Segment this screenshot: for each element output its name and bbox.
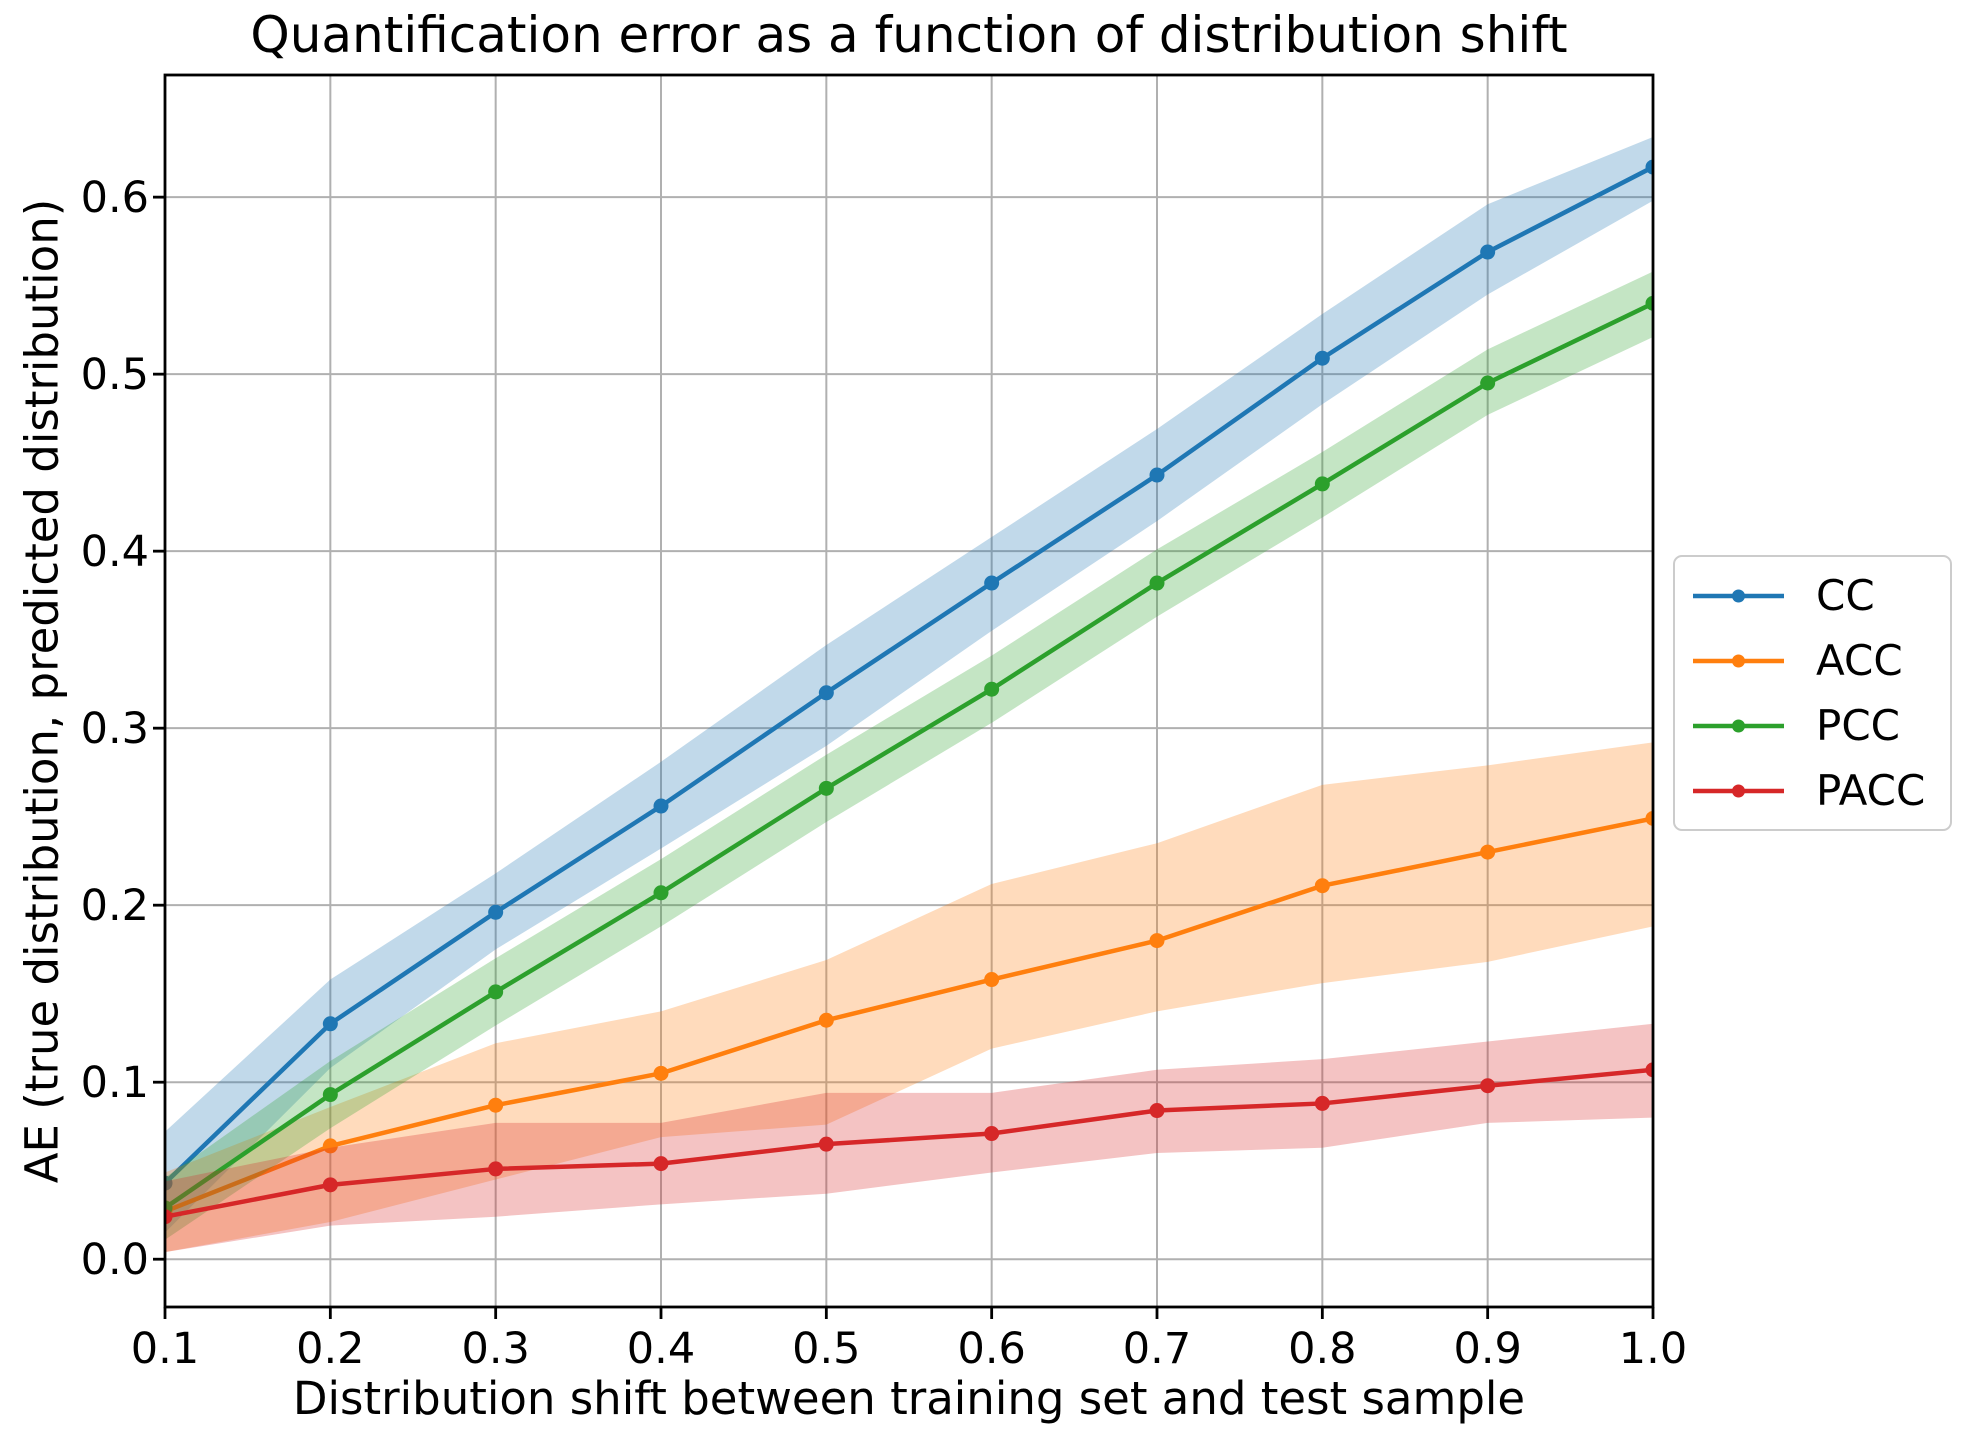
marker-PACC-0.8 bbox=[1314, 1095, 1330, 1111]
marker-CC-0.1 bbox=[165, 1175, 173, 1191]
x-tick-label: 0.3 bbox=[461, 1324, 529, 1374]
marker-PACC-0.3 bbox=[488, 1161, 504, 1177]
marker-CC-0.8 bbox=[1314, 350, 1330, 366]
legend-label-PACC: PACC bbox=[1816, 765, 1926, 815]
marker-CC-0.3 bbox=[488, 904, 504, 920]
marker-CC-1 bbox=[1645, 159, 1653, 175]
line-PACC bbox=[165, 1067, 1653, 1219]
marker-PACC-0.4 bbox=[653, 1156, 669, 1172]
chart-title: Quantification error as a function of di… bbox=[250, 6, 1568, 64]
marker-CC-0.5 bbox=[818, 685, 834, 701]
marker-CC-0.9 bbox=[1480, 244, 1496, 260]
marker-PCC-1 bbox=[1645, 295, 1653, 311]
marker-PCC-0.3 bbox=[488, 984, 504, 1000]
marker-PCC-0.7 bbox=[1149, 575, 1165, 591]
marker-PACC-0.2 bbox=[322, 1177, 338, 1193]
x-axis-label: Distribution shift between training set … bbox=[292, 1372, 1526, 1425]
marker-PCC-0.4 bbox=[653, 885, 669, 901]
marker-ACC-0.6 bbox=[984, 972, 1000, 988]
error-band-CC bbox=[165, 136, 1653, 1233]
marker-PACC-0.7 bbox=[1149, 1103, 1165, 1119]
marker-ACC-1 bbox=[1645, 810, 1653, 826]
x-tick-label: 0.5 bbox=[792, 1324, 860, 1374]
y-tick-label: 0.1 bbox=[81, 1058, 149, 1108]
y-tick-label: 0.0 bbox=[81, 1235, 149, 1285]
legend-label-PCC: PCC bbox=[1816, 700, 1900, 750]
legend-item-PCC: PCC bbox=[1691, 700, 1950, 750]
marker-PCC-0.6 bbox=[984, 681, 1000, 697]
legend-label-ACC: ACC bbox=[1816, 635, 1903, 685]
marker-CC-0.6 bbox=[984, 575, 1000, 591]
series-PACC bbox=[165, 1023, 1653, 1253]
line-CC bbox=[165, 165, 1653, 1185]
tick-labels: 0.1 0.2 0.3 0.4 0.5 0.6 0.7 0.8 0.9 1.0 0.0 0.1 0.2 0… bbox=[81, 173, 1688, 1374]
y-tick-label: 0.6 bbox=[81, 173, 149, 223]
marker-ACC-0.3 bbox=[488, 1097, 504, 1113]
marker-ACC-0.9 bbox=[1480, 844, 1496, 860]
marker-ACC-0.2 bbox=[322, 1138, 338, 1154]
legend-marker-PACC bbox=[1732, 784, 1745, 797]
marker-PACC-1 bbox=[1645, 1062, 1653, 1078]
legend-marker-PCC bbox=[1732, 719, 1745, 732]
series-PCC bbox=[165, 271, 1653, 1240]
marker-PACC-0.9 bbox=[1480, 1078, 1496, 1094]
y-axis-label: AE (true distribution, predicted distrib… bbox=[15, 198, 69, 1184]
x-tick-label: 1.0 bbox=[1619, 1324, 1687, 1374]
marker-ACC-0.4 bbox=[653, 1065, 669, 1081]
error-band-ACC bbox=[165, 742, 1653, 1253]
marker-PACC-0.5 bbox=[818, 1136, 834, 1152]
legend: CC ACC PCC PACC bbox=[1673, 555, 1952, 831]
x-tick-label: 0.1 bbox=[131, 1324, 199, 1374]
marker-PCC-0.8 bbox=[1314, 476, 1330, 492]
marker-PCC-0.2 bbox=[322, 1087, 338, 1103]
y-tick-label: 0.4 bbox=[81, 527, 149, 577]
y-tick-label: 0.2 bbox=[81, 881, 149, 931]
tick-marks bbox=[153, 195, 1655, 1319]
series-CC bbox=[165, 136, 1653, 1233]
marker-PCC-0.5 bbox=[818, 780, 834, 796]
marker-ACC-0.8 bbox=[1314, 878, 1330, 894]
x-tick-label: 0.2 bbox=[296, 1324, 364, 1374]
series-layer bbox=[165, 136, 1653, 1253]
line-ACC bbox=[165, 816, 1653, 1214]
y-tick-label: 0.3 bbox=[81, 704, 149, 754]
marker-PCC-0.9 bbox=[1480, 375, 1496, 391]
marker-ACC-0.7 bbox=[1149, 933, 1165, 949]
x-tick-label: 0.8 bbox=[1288, 1324, 1356, 1374]
legend-item-ACC: ACC bbox=[1691, 635, 1950, 685]
line-PCC bbox=[165, 301, 1653, 1210]
legend-item-PACC: PACC bbox=[1691, 765, 1950, 815]
marker-CC-0.2 bbox=[322, 1016, 338, 1032]
legend-line-sample-ACC bbox=[1693, 654, 1784, 667]
axes-border bbox=[163, 73, 1655, 1309]
legend-item-CC: CC bbox=[1691, 570, 1950, 620]
marker-CC-0.7 bbox=[1149, 467, 1165, 483]
legend-marker-CC bbox=[1732, 589, 1745, 602]
legend-label-CC: CC bbox=[1816, 570, 1875, 620]
legend-line-sample-PCC bbox=[1693, 719, 1784, 732]
x-tick-label: 0.7 bbox=[1123, 1324, 1191, 1374]
legend-line-sample-PACC bbox=[1693, 784, 1784, 797]
legend-marker-ACC bbox=[1732, 654, 1745, 667]
error-band-PCC bbox=[165, 271, 1653, 1240]
marker-ACC-0.5 bbox=[818, 1012, 834, 1028]
x-tick-label: 0.9 bbox=[1453, 1324, 1521, 1374]
y-tick-label: 0.5 bbox=[81, 350, 149, 400]
legend-line-sample-CC bbox=[1693, 589, 1784, 602]
x-tick-label: 0.6 bbox=[957, 1324, 1025, 1374]
marker-PACC-0.6 bbox=[984, 1126, 1000, 1142]
x-tick-label: 0.4 bbox=[627, 1324, 695, 1374]
marker-PACC-0.1 bbox=[165, 1209, 173, 1225]
marker-CC-0.4 bbox=[653, 798, 669, 814]
